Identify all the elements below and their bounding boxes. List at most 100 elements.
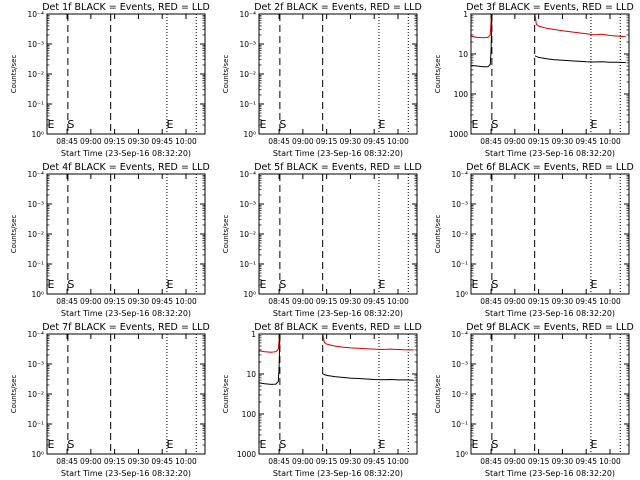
- y-tick-label: 1: [251, 330, 256, 339]
- chart-title: Det 8f BLACK = Events, RED = LLD: [254, 322, 422, 333]
- x-tick-label: 08:45: [268, 137, 290, 146]
- x-tick-label: 09:00: [292, 137, 314, 146]
- y-tick-label: 10⁻¹: [27, 420, 44, 429]
- y-tick-label: 10⁻³: [239, 200, 256, 209]
- x-axis-label: Start Time (23-Sep-16 08:32:20): [273, 309, 403, 318]
- event-marker-label: E: [590, 438, 597, 451]
- y-tick-label: 10⁻²: [27, 390, 44, 399]
- event-marker-label: E: [48, 118, 55, 131]
- chart-title: Det 2f BLACK = Events, RED = LLD: [254, 2, 422, 13]
- y-tick-label: 10⁻²: [451, 230, 468, 239]
- chart-panel: Det 4f BLACK = Events, RED = LLD Counts/s…: [10, 162, 210, 318]
- chart-title: Det 6f BLACK = Events, RED = LLD: [466, 162, 634, 173]
- y-tick-label: 10⁻³: [27, 200, 44, 209]
- x-axis-label: Start Time (23-Sep-16 08:32:20): [485, 469, 615, 478]
- event-marker-label: E: [472, 278, 479, 291]
- x-tick-label: 09:15: [316, 457, 338, 466]
- event-marker-label: E: [260, 438, 267, 451]
- y-tick-label: 1000: [237, 450, 256, 459]
- chart-panel: Det 8f BLACK = Events, RED = LLD Counts/s…: [222, 322, 422, 478]
- y-tick-label: 1: [463, 10, 468, 19]
- y-tick-label: 10⁰: [31, 290, 44, 299]
- y-tick-label: 10⁻⁴: [239, 170, 256, 179]
- event-marker-label: E: [166, 438, 173, 451]
- y-tick-label: 10⁰: [31, 130, 44, 139]
- event-marker-label: E: [260, 118, 267, 131]
- lld-series-line: [470, 13, 493, 39]
- event-marker-label: S: [491, 278, 498, 291]
- y-tick-label: 10⁻³: [451, 200, 468, 209]
- y-tick-label: 10: [458, 50, 468, 59]
- x-tick-label: 08:45: [268, 297, 290, 306]
- y-tick-label: 1000: [449, 130, 468, 139]
- y-tick-label: 10⁻¹: [451, 260, 468, 269]
- x-tick-label: 08:45: [56, 137, 78, 146]
- x-tick-label: 09:45: [363, 457, 385, 466]
- x-tick-label: 09:15: [528, 137, 550, 146]
- y-tick-label: 100: [242, 410, 257, 419]
- event-marker-label: E: [48, 278, 55, 291]
- event-marker-label: E: [590, 278, 597, 291]
- x-tick-label: 09:00: [292, 297, 314, 306]
- events-series-line: [322, 373, 414, 381]
- x-tick-label: 09:30: [552, 137, 574, 146]
- x-tick-label: 09:15: [104, 137, 126, 146]
- x-tick-label: 09:15: [316, 297, 338, 306]
- y-axis-label: Counts/sec: [222, 375, 230, 414]
- y-axis-label: Counts/sec: [10, 375, 18, 414]
- y-tick-label: 10⁻⁴: [27, 330, 44, 339]
- x-tick-label: 10:00: [387, 457, 409, 466]
- event-marker-label: S: [279, 438, 286, 451]
- y-tick-label: 10⁻¹: [239, 100, 256, 109]
- y-tick-label: 10: [246, 370, 256, 379]
- x-axis-label: Start Time (23-Sep-16 08:32:20): [485, 309, 615, 318]
- x-tick-label: 09:00: [504, 457, 526, 466]
- y-tick-label: 10⁻⁴: [239, 10, 256, 19]
- y-tick-label: 10⁻⁴: [451, 330, 468, 339]
- y-tick-label: 10⁰: [455, 290, 468, 299]
- x-tick-label: 09:45: [575, 137, 597, 146]
- event-marker-label: S: [67, 278, 74, 291]
- x-tick-label: 10:00: [599, 457, 621, 466]
- y-tick-label: 10⁻⁴: [27, 170, 44, 179]
- y-tick-label: 10⁻²: [27, 70, 44, 79]
- event-marker-label: S: [491, 438, 498, 451]
- y-tick-label: 10⁻³: [239, 40, 256, 49]
- plot-frame: [258, 13, 418, 135]
- event-marker-label: S: [279, 118, 286, 131]
- x-tick-label: 08:45: [268, 457, 290, 466]
- y-axis-label: Counts/sec: [434, 375, 442, 414]
- plot-frame: [470, 333, 630, 455]
- x-tick-label: 08:45: [480, 457, 502, 466]
- y-tick-label: 10⁻⁴: [451, 170, 468, 179]
- y-tick-label: 10⁻⁴: [27, 10, 44, 19]
- event-marker-label: E: [166, 118, 173, 131]
- plot-frame: [470, 13, 630, 135]
- x-tick-label: 09:00: [292, 457, 314, 466]
- x-axis-label: Start Time (23-Sep-16 08:32:20): [61, 149, 191, 158]
- event-marker-label: E: [260, 278, 267, 291]
- chart-panel: Det 6f BLACK = Events, RED = LLD Counts/s…: [434, 162, 634, 318]
- y-tick-label: 10⁻²: [239, 70, 256, 79]
- x-tick-label: 09:30: [340, 137, 362, 146]
- chart-panel: Det 3f BLACK = Events, RED = LLD Counts/s…: [434, 2, 634, 158]
- y-tick-label: 10⁻²: [27, 230, 44, 239]
- y-tick-label: 10⁻¹: [451, 420, 468, 429]
- x-tick-label: 08:45: [480, 297, 502, 306]
- event-marker-label: S: [67, 438, 74, 451]
- x-tick-label: 09:30: [128, 137, 150, 146]
- y-tick-label: 100: [454, 90, 469, 99]
- x-tick-label: 09:30: [552, 297, 574, 306]
- chart-panel: Det 9f BLACK = Events, RED = LLD Counts/s…: [434, 322, 634, 478]
- chart-panel: Det 1f BLACK = Events, RED = LLD Counts/s…: [10, 2, 210, 158]
- x-tick-label: 08:45: [56, 457, 78, 466]
- x-axis-label: Start Time (23-Sep-16 08:32:20): [61, 309, 191, 318]
- x-tick-label: 09:15: [316, 137, 338, 146]
- x-tick-label: 09:45: [575, 297, 597, 306]
- x-tick-label: 09:45: [575, 457, 597, 466]
- chart-title: Det 7f BLACK = Events, RED = LLD: [42, 322, 210, 333]
- x-tick-label: 09:00: [80, 457, 102, 466]
- x-tick-label: 10:00: [175, 457, 197, 466]
- y-axis-label: Counts/sec: [10, 215, 18, 254]
- x-tick-label: 09:00: [504, 137, 526, 146]
